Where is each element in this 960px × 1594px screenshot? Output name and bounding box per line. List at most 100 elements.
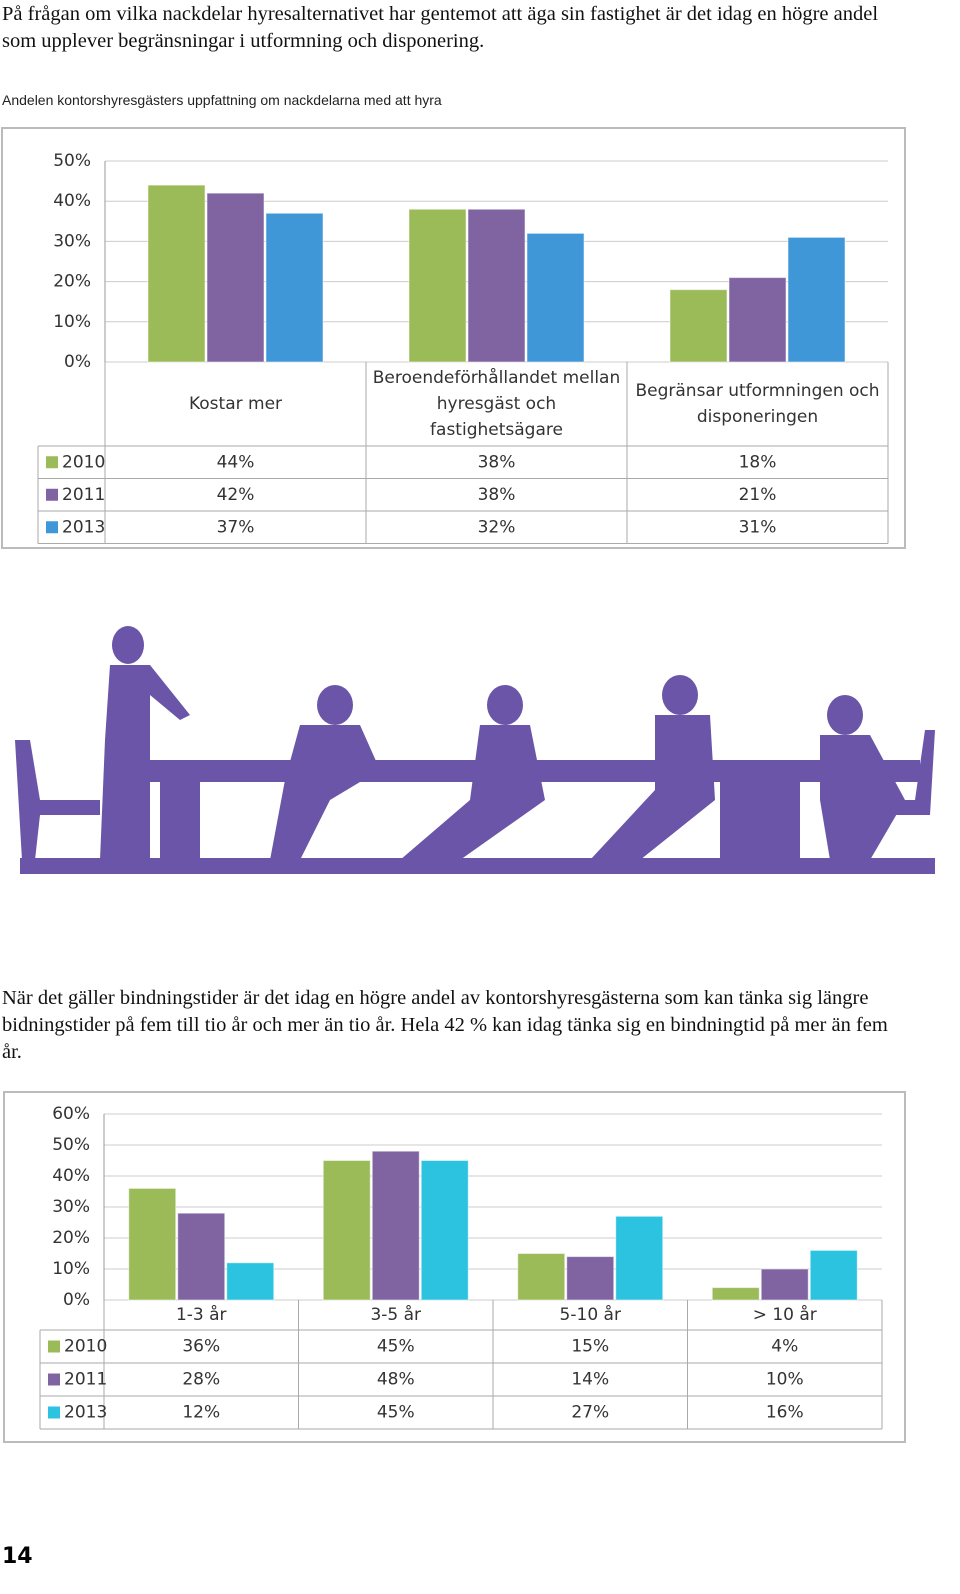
bar (147, 184, 206, 363)
y-tick-label: 20% (52, 1228, 90, 1248)
paragraph: På frågan om vilka nackdelar hyresaltern… (2, 3, 879, 52)
person-body (590, 715, 715, 860)
bar (728, 277, 787, 363)
data-label: 12% (182, 1403, 220, 1423)
person-head (487, 685, 523, 725)
person-body (820, 735, 905, 860)
bar (177, 1212, 226, 1301)
data-label: 16% (766, 1403, 804, 1423)
bar (467, 208, 526, 363)
y-tick-label: 0% (63, 1290, 90, 1310)
data-label: 27% (571, 1403, 609, 1423)
person-head (827, 695, 863, 735)
y-tick-label: 20% (53, 272, 91, 292)
y-tick-label: 10% (52, 1259, 90, 1279)
legend-swatch (48, 1340, 60, 1353)
data-label: 45% (377, 1403, 415, 1423)
bar (408, 208, 467, 363)
category-cell: > 10 år (752, 1305, 817, 1325)
person-head (317, 685, 353, 725)
data-label: 21% (739, 485, 777, 505)
legend-label: 2010 (62, 452, 105, 472)
data-label: 15% (571, 1337, 609, 1357)
y-tick-label: 60% (52, 1104, 90, 1124)
data-label: 37% (217, 517, 255, 537)
legend-label: 2010 (64, 1337, 107, 1357)
floor (20, 858, 935, 874)
x-tick-label: Beroendeförhållandet mellan hyresgäst oc… (372, 368, 621, 440)
y-tick-label: 30% (52, 1197, 90, 1217)
data-label: 48% (377, 1370, 415, 1390)
data-label: 14% (571, 1370, 609, 1390)
data-label: 45% (377, 1337, 415, 1357)
chair (15, 740, 100, 860)
x-tick-label: > 10 år (752, 1305, 817, 1325)
category-cell: Kostar mer (188, 394, 283, 414)
data-label: 38% (478, 452, 516, 472)
page-number: 14 (2, 1544, 33, 1569)
data-label: 38% (478, 485, 516, 505)
bar (669, 289, 728, 363)
legend-label: 2013 (64, 1403, 107, 1423)
legend-label: 2011 (62, 485, 105, 505)
data-label: 28% (182, 1370, 220, 1390)
bar (809, 1249, 858, 1301)
data-label: 32% (478, 517, 516, 537)
y-tick-label: 0% (64, 352, 91, 372)
x-tick-label: 5-10 år (559, 1305, 621, 1325)
person-body (400, 725, 545, 860)
data-label: 4% (771, 1337, 798, 1357)
x-tick-label: 1-3 år (175, 1305, 227, 1325)
chair (880, 730, 935, 815)
legend-swatch (46, 456, 58, 469)
table-leg (720, 780, 800, 860)
legend-label: 2011 (64, 1370, 107, 1390)
bar (128, 1187, 177, 1301)
bar (711, 1287, 760, 1301)
x-tick-label: 3-5 år (370, 1305, 422, 1325)
caption: Andelen kontorshyresgästers uppfattning … (2, 92, 442, 108)
x-tick-label: Begränsar utformningen och disponeringen (635, 381, 880, 427)
bar (760, 1268, 809, 1301)
bar (371, 1150, 420, 1301)
data-label: 36% (182, 1337, 220, 1357)
bar (226, 1262, 275, 1301)
legend-swatch (46, 488, 58, 501)
data-label: 44% (217, 452, 255, 472)
x-tick-label: Kostar mer (188, 394, 283, 414)
category-cell: 5-10 år (559, 1305, 621, 1325)
y-tick-label: 50% (53, 151, 91, 171)
bar (526, 232, 585, 363)
bar (517, 1253, 566, 1301)
data-label: 18% (739, 452, 777, 472)
table-leg (160, 780, 200, 860)
y-tick-label: 50% (52, 1135, 90, 1155)
data-label: 31% (739, 517, 777, 537)
person-head (112, 626, 144, 664)
category-cell: Begränsar utformningen och disponeringen (635, 381, 880, 427)
data-label: 10% (766, 1370, 804, 1390)
bar (787, 236, 846, 363)
legend-swatch (48, 1406, 60, 1419)
y-tick-label: 10% (53, 312, 91, 332)
bar (265, 212, 324, 363)
bar (322, 1160, 371, 1301)
bar (615, 1215, 664, 1301)
bar (566, 1256, 615, 1301)
y-tick-label: 30% (53, 231, 91, 251)
paragraph: När det gäller bindningstider är det ida… (2, 987, 888, 1063)
illustration (15, 626, 935, 874)
category-cell: 3-5 år (370, 1305, 422, 1325)
y-tick-label: 40% (53, 191, 91, 211)
person-body (100, 665, 190, 860)
y-tick-label: 40% (52, 1166, 90, 1186)
legend-swatch (48, 1373, 60, 1386)
person-body (270, 725, 380, 860)
bar (206, 192, 265, 363)
data-label: 42% (217, 485, 255, 505)
legend-swatch (46, 521, 58, 534)
legend-label: 2013 (62, 517, 105, 537)
category-cell: 1-3 år (175, 1305, 227, 1325)
